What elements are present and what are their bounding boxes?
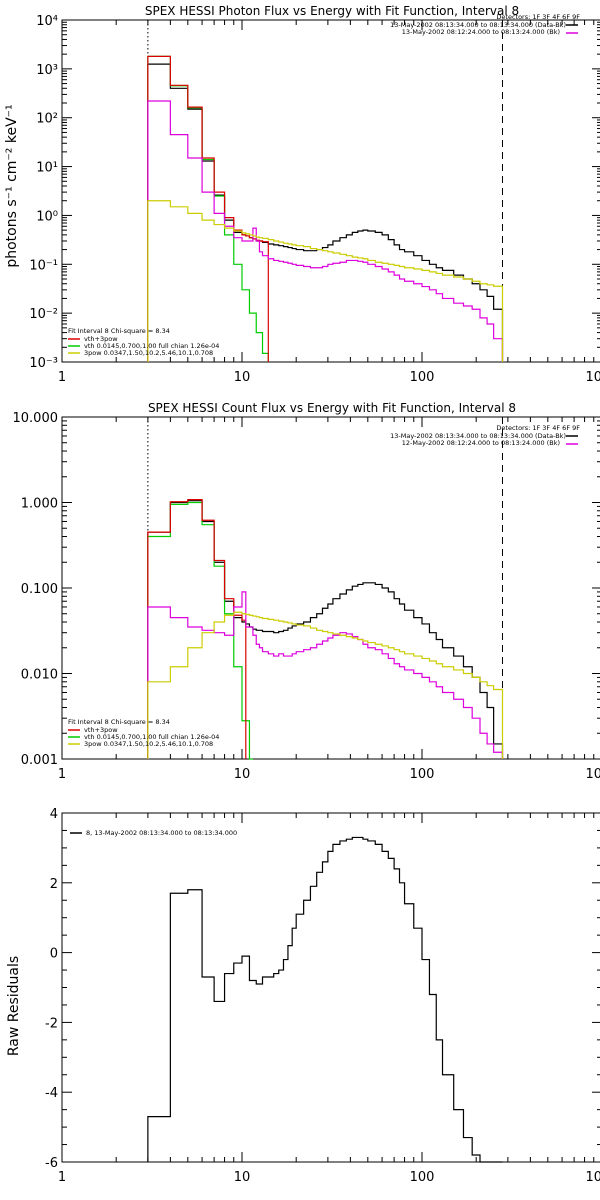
- count-flux-panel: SPEX HESSI Count Flux vs Energy with Fit…: [13, 401, 600, 782]
- legend-residual-interval: 8, 13-May-2002 08:13:34.000 to 08:13:34.…: [86, 829, 237, 837]
- count-flux-legend-bottom-left: Fit Interval 8 Chi-square = 8.34 vth+3po…: [68, 718, 219, 748]
- count-flux-x-tick-label: 1000: [585, 767, 600, 782]
- count-flux-x-tick-label: 1: [58, 767, 66, 782]
- legend-vth: vth 0.0145,0.700,1.00 full chian 1.26e-0…: [84, 342, 219, 350]
- photon-flux-axes-frame: [61, 19, 600, 363]
- count-flux-series-3-bk: [147, 591, 504, 759]
- count-flux-title: SPEX HESSI Count Flux vs Energy with Fit…: [148, 401, 516, 415]
- residuals-ylabel: Raw Residuals: [6, 956, 22, 1056]
- count-flux-x-tick-label: 10: [234, 767, 251, 782]
- photon-flux-series-3-bk: [147, 100, 504, 362]
- legend-data-bk: 13-May-2002 08:13:34.000 to 08:13:34.000…: [390, 432, 566, 440]
- legend-model-total: vth+3pow: [84, 335, 118, 343]
- residuals-y-tick-label: 4: [50, 807, 58, 822]
- residuals-series-0-8-13-may-2002-08-13-: [147, 836, 503, 1163]
- photon-flux-legend-top-right: Detectors: 1F 3F 4F 6F 9F 13-May-2002 08…: [390, 13, 580, 36]
- legend-detectors: Detectors: 1F 3F 4F 6F 9F: [496, 13, 580, 21]
- legend-bk: 13-May-2002 08:12:24.000 to 08:13:24.000…: [402, 28, 560, 36]
- count-flux-series-1-model-1: [147, 501, 253, 760]
- legend-3pow: 3pow 0.0347,1.50,10.2,5.46,10.1,0.708: [84, 740, 213, 748]
- photon-flux-y-tick-label: 10³: [36, 63, 58, 78]
- count-flux-y-tick-label: 0.001: [21, 753, 58, 768]
- residuals-y-tick-label: 0: [50, 947, 58, 962]
- count-flux-legend-top-right: Detectors: 1F 3F 4F 6F 9F 13-May-2002 08…: [390, 424, 580, 447]
- count-flux-y-tick-label: 0.010: [21, 668, 58, 683]
- residuals-x-tick-label: 100: [410, 1170, 435, 1185]
- photon-flux-x-tick-label: 100: [410, 370, 435, 385]
- photon-flux-y-tick-label: 10¹: [36, 161, 58, 176]
- photon-flux-y-tick-label: 10⁻²: [29, 307, 58, 322]
- photon-flux-y-tick-label: 10⁻¹: [29, 258, 58, 273]
- residuals-y-tick-label: 2: [50, 877, 58, 892]
- legend-data-bk: 13-May-2002 08:13:34.000 to 08:13:34.000…: [390, 21, 566, 29]
- residuals-y-tick-label: -4: [45, 1086, 58, 1101]
- count-flux-x-tick-label: 100: [410, 767, 435, 782]
- photon-flux-y-tick-label: 10⁻³: [29, 356, 58, 371]
- residuals-y-tick-label: -6: [45, 1156, 58, 1171]
- residuals-y-tick-label: -2: [45, 1016, 58, 1031]
- photon-flux-ylabel: photons s⁻¹ cm⁻² keV⁻¹: [4, 104, 20, 267]
- count-flux-series-2-model-2: [147, 499, 247, 759]
- legend-detectors: Detectors: 1F 3F 4F 6F 9F: [496, 424, 580, 432]
- legend-bk: 12-May-2002 08:12:24.000 to 08:13:24.000…: [402, 439, 560, 447]
- legend-model-total: vth+3pow: [84, 726, 118, 734]
- count-flux-y-tick-label: 0.100: [21, 582, 58, 597]
- photon-flux-legend-bottom-left: Fit Interval 8 Chi-square = 8.34 vth+3po…: [68, 327, 219, 357]
- legend-fit-interval: Fit Interval 8 Chi-square = 8.34: [68, 327, 170, 335]
- count-flux-y-tick-label: 1.000: [21, 497, 58, 512]
- photon-flux-series-4-model-4: [147, 200, 504, 362]
- photon-flux-y-tick-label: 10²: [36, 112, 58, 127]
- photon-flux-y-tick-label: 10⁰: [36, 209, 58, 224]
- residuals-x-tick-label: 10: [234, 1170, 251, 1185]
- count-flux-series-0-data-bk: [147, 500, 504, 759]
- photon-flux-title: SPEX HESSI Photon Flux vs Energy with Fi…: [145, 4, 519, 18]
- legend-3pow: 3pow 0.0347,1.50,10.2,5.46,10.1,0.708: [84, 349, 213, 357]
- photon-flux-x-tick-label: 1: [58, 370, 66, 385]
- photon-flux-x-tick-label: 1000: [585, 370, 600, 385]
- residuals-panel: Raw Residuals 1 10 100 1000 -6 -4 -2 0 2 4 8, 13-…: [6, 807, 600, 1185]
- count-flux-series-4-model-4: [147, 611, 504, 759]
- photon-flux-y-tick-label: 10⁴: [36, 14, 58, 29]
- residuals-legend: 8, 13-May-2002 08:13:34.000 to 08:13:34.…: [70, 829, 237, 837]
- residuals-x-tick-label: 1000: [585, 1170, 600, 1185]
- legend-vth: vth 0.0145,0.700,1.00 full chian 1.26e-0…: [84, 733, 219, 741]
- residuals-x-tick-label: 1: [58, 1170, 66, 1185]
- photon-flux-panel: SPEX HESSI Photon Flux vs Energy with Fi…: [4, 4, 600, 385]
- count-flux-y-tick-label: 10.000: [13, 411, 59, 426]
- photon-flux-x-tick-label: 10: [234, 370, 251, 385]
- legend-fit-interval: Fit Interval 8 Chi-square = 8.34: [68, 718, 170, 726]
